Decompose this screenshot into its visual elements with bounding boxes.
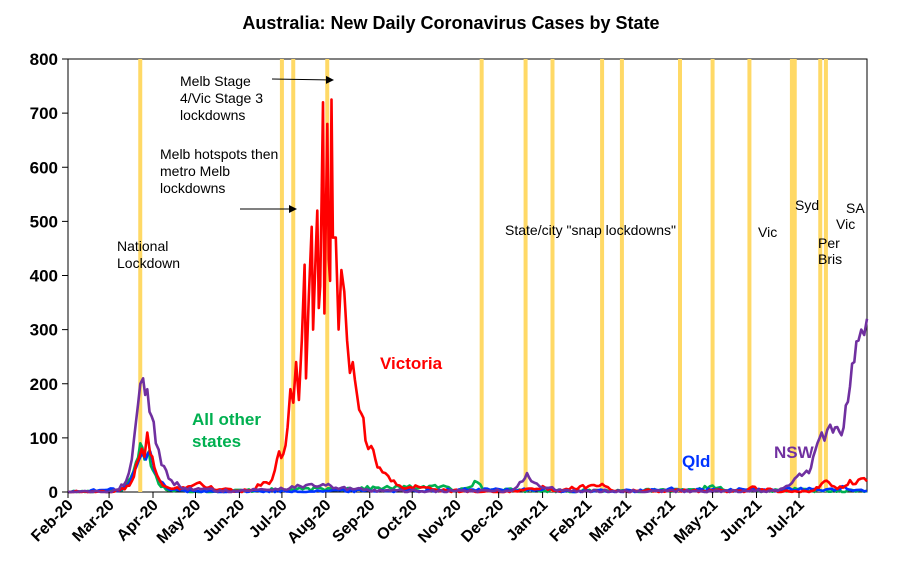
y-tick-label-700: 700 (30, 104, 58, 123)
annotation-per: Per (818, 235, 840, 251)
y-tick-label-400: 400 (30, 267, 58, 286)
series-label-all-other-states: All other states (192, 410, 261, 451)
series-label-nsw: NSW (774, 443, 815, 462)
annotation-snap-lockdowns: State/city "snap lockdowns" (505, 222, 676, 238)
y-tick-label-200: 200 (30, 375, 58, 394)
y-tick-label-800: 800 (30, 50, 58, 69)
x-tick-label-may-20: May-20 (154, 497, 204, 547)
y-tick-label-300: 300 (30, 321, 58, 340)
x-tick-label-may-21: May-21 (671, 497, 721, 547)
x-tick-label-mar-21: Mar-21 (587, 497, 636, 546)
x-tick-label-feb-21: Feb-21 (547, 497, 596, 546)
y-tick-label-600: 600 (30, 158, 58, 177)
x-tick-label-dec-20: Dec-20 (458, 497, 507, 546)
annotation-vic-jul: Vic (836, 216, 855, 232)
y-tick-label-500: 500 (30, 212, 58, 231)
x-tick-label-feb-20: Feb-20 (28, 497, 77, 546)
x-tick-label-jan-21: Jan-21 (504, 497, 552, 545)
lockdown-lines (138, 59, 828, 492)
series-line-nsw (68, 318, 869, 494)
x-tick-label-sep-20: Sep-20 (329, 497, 378, 546)
annotation-sa: SA (846, 200, 865, 216)
series-label-victoria: Victoria (380, 354, 443, 373)
annotation-bris: Bris (818, 251, 842, 267)
x-tick-label-nov-20: Nov-20 (415, 497, 465, 547)
annotation-melb-stage-4: Melb Stage 4/Vic Stage 3 lockdowns (180, 73, 263, 123)
x-tick-label-jun-21: Jun-21 (717, 497, 766, 546)
x-tick-label-jun-20: Jun-20 (200, 497, 249, 546)
chart-title: Australia: New Daily Coronavirus Cases b… (242, 13, 659, 33)
plot-area (67, 58, 868, 493)
y-tick-label-100: 100 (30, 429, 58, 448)
x-tick-label-apr-21: Apr-21 (631, 497, 679, 545)
series-label-qld: Qld (682, 452, 710, 471)
x-tick-label-aug-20: Aug-20 (284, 497, 334, 547)
labels: Victoria All other states Qld NSW National Loc… (117, 73, 865, 471)
annotation-vic-may: Vic (758, 224, 777, 240)
x-tick-label-jul-21: Jul-21 (763, 497, 808, 542)
annotation-syd: Syd (795, 197, 819, 213)
arrow-melb-stage-4 (271, 75, 334, 84)
y-tick-label-0: 0 (49, 483, 58, 502)
x-tick-label-oct-20: Oct-20 (374, 497, 421, 544)
x-tick-label-apr-20: Apr-20 (114, 497, 162, 545)
annotation-national-lockdown: National Lockdown (117, 238, 180, 271)
series-lines (68, 98, 869, 494)
x-tick-label-mar-20: Mar-20 (69, 497, 118, 546)
annotation-melb-hotspots: Melb hotspots then metro Melb lockdowns (160, 146, 278, 196)
